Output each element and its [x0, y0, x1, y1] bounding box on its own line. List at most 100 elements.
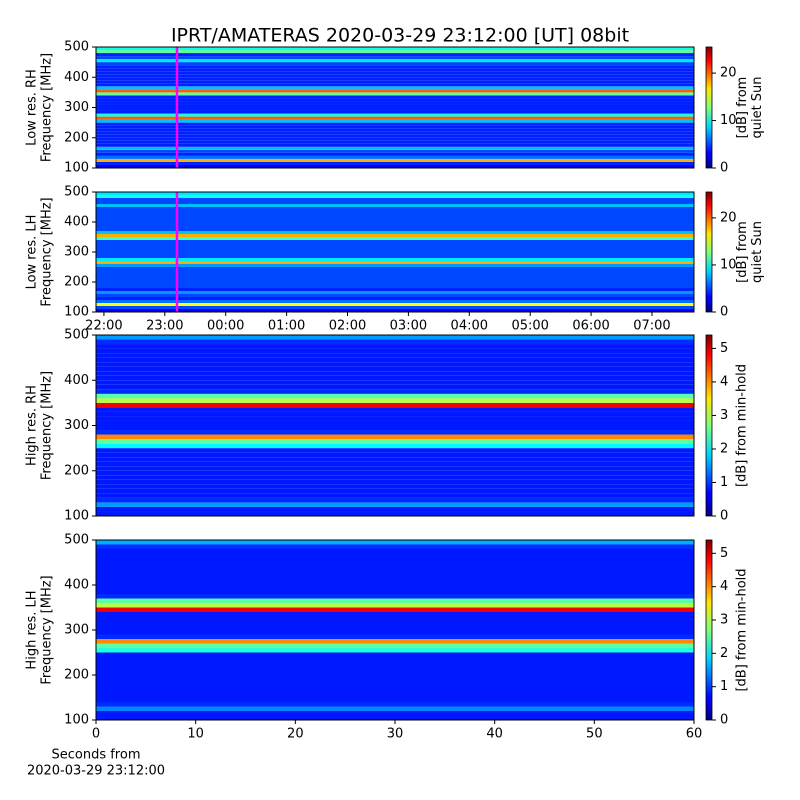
heat-cell — [96, 243, 694, 246]
y-tick-label: 400 — [64, 578, 89, 593]
heat-cell — [96, 393, 694, 399]
heat-cell — [96, 544, 694, 549]
heat-cell — [96, 267, 694, 270]
heat-cell — [96, 639, 694, 644]
heat-cell — [96, 670, 694, 675]
heat-cell — [96, 375, 694, 381]
heat-cell — [96, 652, 694, 657]
colorbar-label: quiet Sun — [750, 221, 765, 283]
heat-cell — [96, 53, 694, 57]
heat-cell — [96, 348, 694, 354]
heat-cell — [96, 589, 694, 594]
x-tick-label: 30 — [387, 727, 404, 742]
x-axis-label: 2020-03-29 23:12:00 — [27, 764, 165, 779]
colorbar-tick-label: 4 — [720, 374, 728, 389]
heat-cell — [96, 246, 694, 249]
heat-cell — [96, 50, 694, 54]
colorbar — [705, 539, 713, 721]
x-tick-label: 50 — [586, 727, 603, 742]
heat-cell — [96, 511, 694, 516]
heat-cell — [96, 306, 694, 309]
heat-cell — [96, 252, 694, 255]
heat-cell — [96, 98, 694, 102]
heat-cell — [96, 116, 694, 120]
colorbar-tick-label: 5 — [720, 341, 728, 356]
heat-cell — [96, 291, 694, 294]
colorbar-tick-label: 1 — [720, 679, 728, 694]
x-tick-label: 03:00 — [390, 319, 427, 334]
heat-cell — [96, 300, 694, 303]
heat-cell — [96, 89, 694, 93]
heat-cell — [96, 110, 694, 114]
heat-cell — [96, 282, 694, 285]
y-axis-label: High res. RH — [25, 385, 40, 466]
heat-cell — [96, 470, 694, 476]
heat-cell — [96, 201, 694, 204]
heat-cell — [96, 80, 694, 84]
x-tick-label: 06:00 — [572, 319, 609, 334]
heat-cell — [96, 357, 694, 363]
heat-cell — [96, 279, 694, 282]
colorbar-label: [dB] from min-hold — [735, 568, 750, 691]
heat-cell — [96, 616, 694, 621]
heat-cell — [96, 195, 694, 198]
colorbar-tick-label: 1 — [720, 475, 728, 490]
heat-cell — [96, 134, 694, 138]
heat-cell — [96, 204, 694, 207]
colorbar — [705, 334, 713, 517]
heat-cell — [96, 384, 694, 390]
heat-cell — [96, 155, 694, 159]
heat-cell — [96, 56, 694, 60]
x-axis-label: Seconds from — [51, 748, 140, 763]
heat-cell — [96, 210, 694, 213]
heat-cell — [96, 285, 694, 288]
x-tick-label: 10 — [187, 727, 204, 742]
heat-cell — [96, 461, 694, 467]
heat-cell — [96, 553, 694, 558]
heat-cell — [96, 625, 694, 630]
heat-cell — [96, 621, 694, 626]
y-tick-label: 400 — [64, 70, 89, 85]
heat-cell — [96, 479, 694, 485]
heat-cell — [96, 339, 694, 345]
y-tick-label: 400 — [64, 373, 89, 388]
heat-cell — [96, 362, 694, 367]
heat-cell — [96, 439, 694, 444]
heat-cell — [96, 152, 694, 156]
y-tick-label: 100 — [64, 509, 89, 524]
heat-cell — [96, 74, 694, 78]
colorbar-tick-label: 2 — [720, 441, 728, 456]
x-tick-label: 23:00 — [146, 319, 183, 334]
heat-cell — [96, 216, 694, 219]
heat-cell — [96, 562, 694, 567]
heat-cell — [96, 598, 694, 603]
x-tick-label: 00:00 — [207, 319, 244, 334]
heat-cell — [96, 122, 694, 126]
colorbar-tick-label: 10 — [720, 257, 737, 272]
heat-cell — [96, 77, 694, 81]
y-tick-label: 300 — [64, 418, 89, 433]
heat-cell — [96, 309, 694, 312]
heat-cell — [96, 83, 694, 87]
heat-cell — [96, 612, 694, 617]
heat-cell — [96, 276, 694, 279]
x-tick-label: 07:00 — [633, 319, 670, 334]
heat-cell — [96, 158, 694, 162]
y-axis-label: Low res. RH — [25, 69, 40, 146]
heat-cell — [96, 398, 694, 403]
y-tick-label: 100 — [64, 713, 89, 728]
heat-cell — [96, 65, 694, 69]
heat-cell — [96, 303, 694, 306]
heat-cell — [96, 231, 694, 234]
heat-cell — [96, 661, 694, 666]
heat-cell — [96, 146, 694, 150]
y-tick-label: 200 — [64, 668, 89, 683]
chart-title: IPRT/AMATERAS 2020-03-29 23:12:00 [UT] 0… — [171, 25, 629, 47]
heat-cell — [96, 452, 694, 458]
heat-cell — [96, 466, 694, 471]
x-tick-label: 04:00 — [451, 319, 488, 334]
heat-cell — [96, 693, 694, 698]
heat-cell — [96, 697, 694, 702]
heat-cell — [96, 161, 694, 165]
